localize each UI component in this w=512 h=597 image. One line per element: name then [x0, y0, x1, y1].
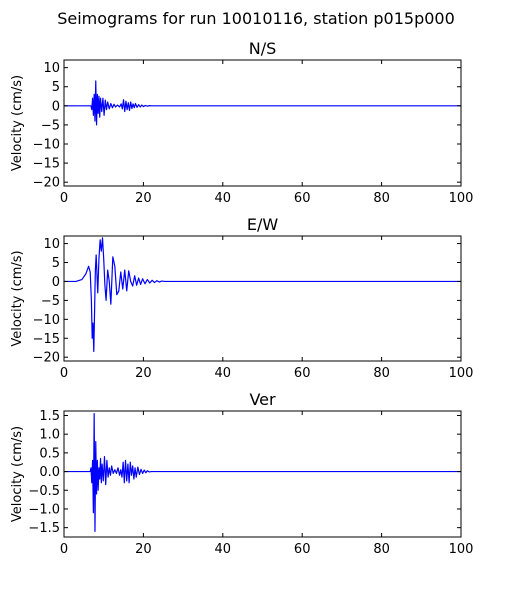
- x-tick-label: 0: [60, 191, 68, 206]
- y-axis-label: Velocity (cm/s): [10, 426, 25, 522]
- x-tick-label: 80: [373, 542, 390, 557]
- x-tick-label: 80: [373, 366, 390, 381]
- y-tick-label: −1.5: [28, 521, 60, 536]
- panel-1: N/S 0 20 40 60 80 100 10 5 0 −5 −10 −15 −20 Velocity (…: [10, 39, 473, 206]
- x-tick-label: 80: [373, 191, 390, 206]
- y-tick-label: 5: [52, 80, 60, 95]
- y-tick-label: −15: [33, 157, 60, 172]
- x-tick-label: 100: [449, 191, 474, 206]
- x-tick-label: 60: [294, 191, 311, 206]
- panel-title: E/W: [247, 215, 279, 234]
- y-tick-label: 1.5: [39, 409, 60, 424]
- x-tick-label: 0: [60, 542, 68, 557]
- x-tick-label: 0: [60, 366, 68, 381]
- y-tick-label: 0: [52, 275, 60, 290]
- x-tick-label: 20: [135, 366, 152, 381]
- y-tick-label: −5: [41, 294, 60, 309]
- y-tick-label: −5: [41, 118, 60, 133]
- panel-title: N/S: [249, 39, 277, 58]
- x-tick-label: 40: [215, 191, 232, 206]
- x-tick-label: 100: [449, 366, 474, 381]
- y-tick-label: 1.0: [39, 428, 60, 443]
- x-tick-label: 100: [449, 542, 474, 557]
- y-tick-label: 0.5: [39, 446, 60, 461]
- series-line: [64, 237, 461, 353]
- axes-frame: [63, 410, 462, 538]
- axes-frame: [63, 235, 462, 362]
- x-tick-label: 60: [294, 366, 311, 381]
- y-tick-label: −10: [33, 138, 60, 153]
- y-axis-label: Velocity (cm/s): [10, 75, 25, 171]
- y-tick-label: −20: [33, 351, 60, 366]
- y-tick-label: 5: [52, 256, 60, 271]
- series-line: [64, 80, 461, 126]
- axes-frame: [63, 59, 462, 187]
- panel-2: E/W 0 20 40 60 80 100 10 5 0 −5 −10 −15 −20 Velocity (…: [10, 215, 473, 381]
- y-tick-label: −0.5: [28, 484, 60, 499]
- y-axis-label: Velocity (cm/s): [10, 250, 25, 346]
- panel-3: Ver 0 20 40 60 80 100 1.5 1.0 0.5 0.0 −0.5 −1.0 −1.5V…: [10, 390, 473, 557]
- x-tick-label: 40: [215, 366, 232, 381]
- y-tick-label: 10: [43, 61, 60, 76]
- x-tick-label: 40: [215, 542, 232, 557]
- y-tick-label: −10: [33, 313, 60, 328]
- x-tick-label: 20: [135, 542, 152, 557]
- y-tick-label: −1.0: [28, 502, 60, 517]
- series-line: [64, 413, 461, 532]
- x-tick-label: 60: [294, 542, 311, 557]
- x-tick-label: 20: [135, 191, 152, 206]
- y-tick-label: −20: [33, 176, 60, 191]
- y-tick-label: 0.0: [39, 465, 60, 480]
- figure-title: Seimograms for run 10010116, station p01…: [57, 9, 455, 28]
- panel-title: Ver: [249, 390, 276, 409]
- y-tick-label: 10: [43, 237, 60, 252]
- y-tick-label: −15: [33, 332, 60, 347]
- y-tick-label: 0: [52, 99, 60, 114]
